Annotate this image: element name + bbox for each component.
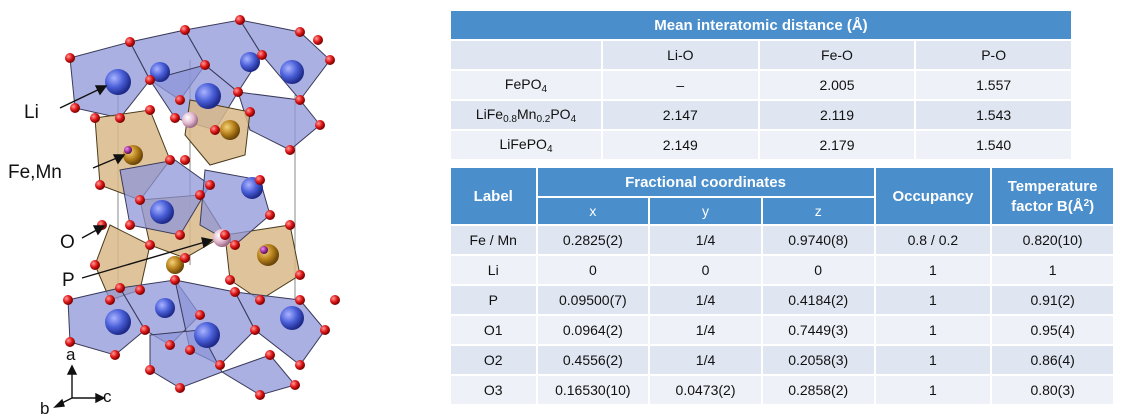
value-cell: 1.543 <box>916 101 1071 129</box>
formula-cell: FePO4 <box>451 71 601 99</box>
label-li: Li <box>24 102 39 123</box>
value-cell: 0.16530(10) <box>537 376 649 404</box>
label-p: P <box>62 270 75 291</box>
value-cell: 0.2825(2) <box>537 226 649 254</box>
value-cell: 1/4 <box>650 316 761 344</box>
distance-table: Mean interatomic distance (Å) Li-O Fe-O … <box>449 9 1073 161</box>
value-cell: 1.540 <box>916 131 1071 159</box>
o-atoms <box>63 15 340 400</box>
value-cell: 1 <box>992 256 1113 284</box>
row-label: O1 <box>451 316 536 344</box>
value-cell: 1 <box>875 256 991 284</box>
row-label: O3 <box>451 376 536 404</box>
row-label: Li <box>451 256 536 284</box>
value-cell: 0.7449(3) <box>762 316 874 344</box>
axis-label-a: a <box>66 345 76 364</box>
row-label: O2 <box>451 346 536 374</box>
value-cell: 0 <box>650 256 761 284</box>
value-cell: 0 <box>537 256 649 284</box>
table-row: Li 0 0 0 1 1 <box>451 256 1113 284</box>
row-label: Fe / Mn <box>451 226 536 254</box>
li-polyhedra-mid <box>119 159 271 246</box>
value-cell: 0.0964(2) <box>537 316 649 344</box>
row-label: P <box>451 286 536 314</box>
coord-subheader-y: y <box>650 198 761 224</box>
distance-table-title: Mean interatomic distance (Å) <box>451 11 1071 39</box>
table-row: O1 0.0964(2) 1/4 0.7449(3) 1 0.95(4) <box>451 316 1113 344</box>
crystal-structure-figure: Li Fe,Mn O P a c b <box>8 15 340 418</box>
distance-col-header: P-O <box>916 41 1071 69</box>
mn-atoms <box>124 146 268 254</box>
distance-table-corner <box>451 41 601 69</box>
value-cell: 0.09500(7) <box>537 286 649 314</box>
label-arrows <box>59 85 214 279</box>
coord-header-occupancy: Occupancy <box>875 168 991 224</box>
value-cell: 1/4 <box>650 286 761 314</box>
value-cell: 2.005 <box>759 71 915 99</box>
value-cell: 0.4556(2) <box>537 346 649 374</box>
value-cell: 1 <box>875 286 991 314</box>
axis-label-c: c <box>103 387 112 406</box>
value-cell: 1 <box>875 346 991 374</box>
value-cell: 0.2058(3) <box>762 346 874 374</box>
value-cell: 2.179 <box>759 131 915 159</box>
value-cell: 0.4184(2) <box>762 286 874 314</box>
value-cell: – <box>603 71 758 99</box>
label-fe-mn: Fe,Mn <box>8 162 62 183</box>
value-cell: 1.557 <box>916 71 1071 99</box>
value-cell: 1/4 <box>650 346 761 374</box>
value-cell: 0.820(10) <box>992 226 1113 254</box>
table-row: Fe / Mn 0.2825(2) 1/4 0.9740(8) 0.8 / 0.… <box>451 226 1113 254</box>
value-cell: 2.147 <box>603 101 758 129</box>
table-row: P 0.09500(7) 1/4 0.4184(2) 1 0.91(2) <box>451 286 1113 314</box>
value-cell: 0.86(4) <box>992 346 1113 374</box>
formula-cell: LiFe0.8Mn0.2PO4 <box>451 101 601 129</box>
distance-col-header: Li-O <box>603 41 758 69</box>
axis-label-b: b <box>40 399 49 418</box>
axes-indicator <box>53 364 106 408</box>
value-cell: 0 <box>762 256 874 284</box>
label-o: O <box>60 232 75 253</box>
value-cell: 0.2858(2) <box>762 376 874 404</box>
value-cell: 2.119 <box>759 101 915 129</box>
coord-subheader-z: z <box>762 198 874 224</box>
value-cell: 1 <box>875 316 991 344</box>
value-cell: 2.149 <box>603 131 758 159</box>
value-cell: 1/4 <box>650 226 761 254</box>
table-row: O2 0.4556(2) 1/4 0.2058(3) 1 0.86(4) <box>451 346 1113 374</box>
value-cell: 0.91(2) <box>992 286 1113 314</box>
coord-header-temp-factor: Temperature factor B(Å2) <box>992 168 1113 224</box>
value-cell: 0.0473(2) <box>650 376 761 404</box>
coord-header-fractional: Fractional coordinates <box>537 168 874 196</box>
value-cell: 0.9740(8) <box>762 226 874 254</box>
coordinate-table: Label Fractional coordinates Occupancy T… <box>449 166 1115 406</box>
value-cell: 0.8 / 0.2 <box>875 226 991 254</box>
li-atoms <box>105 52 304 348</box>
coord-subheader-x: x <box>537 198 649 224</box>
table-row: FePO4 – 2.005 1.557 <box>451 71 1071 99</box>
value-cell: 0.80(3) <box>992 376 1113 404</box>
value-cell: 0.95(4) <box>992 316 1113 344</box>
formula-cell: LiFePO4 <box>451 131 601 159</box>
value-cell: 1 <box>875 376 991 404</box>
table-row: LiFe0.8Mn0.2PO4 2.147 2.119 1.543 <box>451 101 1071 129</box>
coord-header-label: Label <box>451 168 536 224</box>
table-row: O3 0.16530(10) 0.0473(2) 0.2858(2) 1 0.8… <box>451 376 1113 404</box>
distance-col-header: Fe-O <box>759 41 915 69</box>
table-row: LiFePO4 2.149 2.179 1.540 <box>451 131 1071 159</box>
